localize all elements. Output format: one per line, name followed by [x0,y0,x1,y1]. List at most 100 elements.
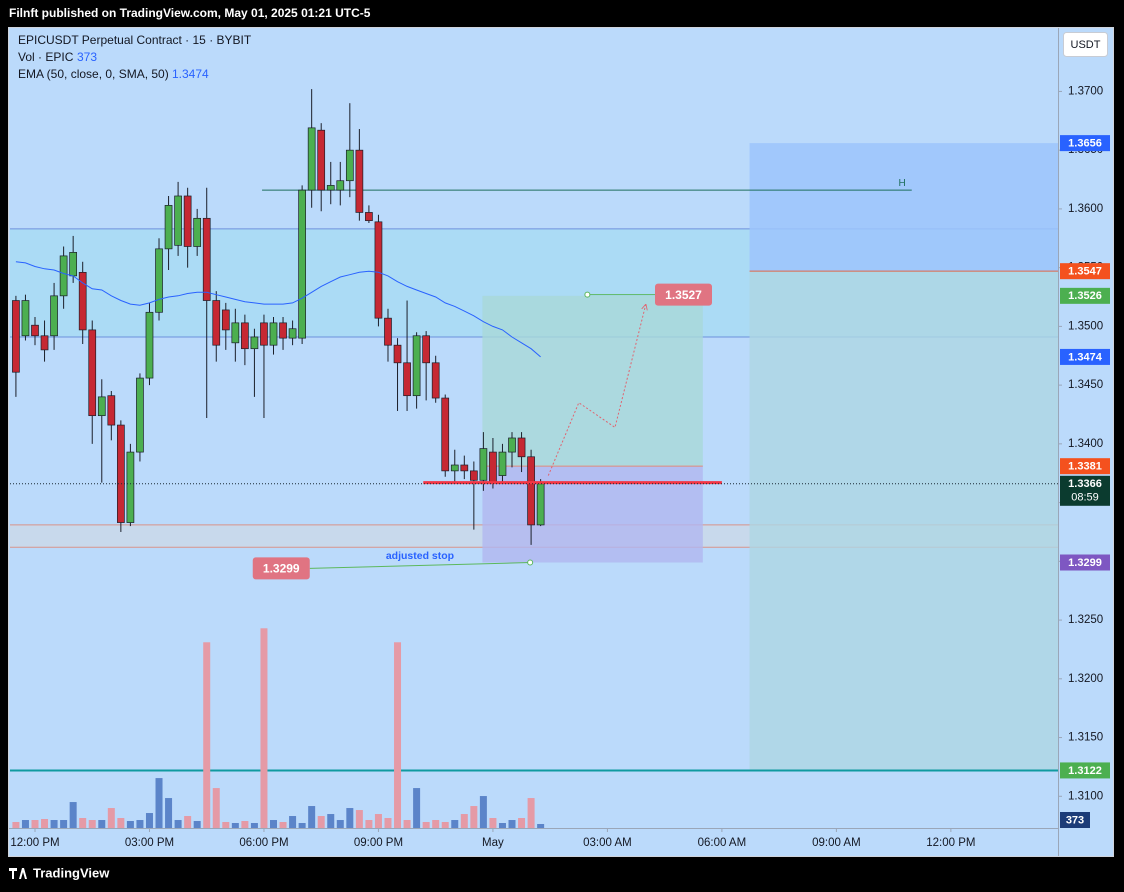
countdown: 08:59 [1071,492,1099,504]
volume-bar [12,822,20,828]
volume-bar [527,798,535,828]
candle-body [479,448,488,481]
volume-bar [441,822,449,828]
volume-bar [107,808,115,828]
price-label-text: 1.3122 [1068,765,1102,777]
candle-body [21,300,30,337]
stop-note-point [527,559,534,566]
y-tick-label: 1.3250 [1068,614,1103,626]
volume-bar [374,814,382,828]
last-price-label [1060,475,1110,506]
y-tick-label: 1.3200 [1068,673,1103,685]
candle-body [508,437,516,453]
volume-bar [518,818,526,828]
volume-bar [50,820,58,828]
volume-bar [346,808,354,828]
projection-path [547,305,645,476]
volume-bar [145,813,153,828]
x-tick-label: 09:00 AM [812,837,861,849]
annotations-layer: H 1.3527 1.3299 adjusted stop [252,178,906,580]
volume-bar [489,818,497,828]
candle-body [126,451,135,523]
volume-bar [432,820,440,828]
volume-bar [537,823,545,828]
volume-bar [241,821,249,828]
price-label-text: 1.3299 [1068,557,1102,569]
box-upper [749,143,1058,272]
ema-line [15,261,541,358]
h-line-label: H [899,178,906,189]
x-tick-label: 06:00 PM [239,837,288,849]
candle-body [59,255,68,297]
volume-bar [193,821,201,828]
volume-bar [88,820,96,828]
y-tick-label: 1.3450 [1068,379,1103,391]
candle-body [517,437,526,458]
candle-body [288,328,297,339]
volume-legend: Vol · EPIC [18,50,74,64]
candle-body [336,180,345,191]
candle-body [155,248,163,313]
price-label-text: 1.3381 [1068,461,1102,473]
series-layer [10,89,1058,828]
position-stop-area [482,466,703,563]
volume-label [1060,812,1090,828]
candle-body [355,149,364,213]
volume-bar [498,823,506,828]
candle-body [260,322,268,346]
ema-legend-value: 1.3474 [172,67,209,81]
price-label [1060,554,1110,571]
volume-bar [155,778,163,828]
price-label-text: 1.3547 [1068,266,1102,278]
y-tick-label: 1.3700 [1068,85,1103,97]
candle-body [279,322,287,339]
candle-body [469,470,478,481]
candle-body [450,464,459,472]
brand-logo [9,868,27,879]
price-label [1060,458,1110,475]
stop-note-line [309,562,531,569]
volume-bar [365,820,373,828]
candle-body [50,295,58,337]
volume-bar [317,816,325,828]
volume-bar [231,823,239,828]
candle-body [326,185,335,191]
x-tick-label: May [482,837,504,849]
candle-body [460,464,469,472]
candle-body [441,397,450,472]
candle-body [12,300,20,373]
stop-note-label: 1.3299 [263,562,300,576]
volume-bar [460,814,468,828]
candle-body [69,252,78,277]
candle-body [317,129,326,191]
volume-bar [403,820,411,828]
currency-label[interactable]: USDT [1071,39,1101,51]
volume-bar [308,806,316,828]
volume-bar [79,818,87,828]
candle-body [403,362,411,397]
candle-body [231,322,240,344]
stop-note-text: adjusted stop [386,550,454,562]
x-tick-label: 09:00 PM [354,837,403,849]
price-label [1060,135,1110,152]
candle-body [489,451,497,483]
stop-note-badge [252,557,310,580]
candle-body [212,300,221,346]
candle-body [241,322,249,350]
volume-bar [451,820,459,828]
price-label [1060,287,1110,304]
candle-body [250,336,259,350]
volume-bar [174,820,182,828]
volume-bar [212,788,220,828]
box-lower [749,271,1058,771]
currency-button[interactable] [1063,32,1108,57]
candle-body [384,317,392,346]
price-label-text: 1.3526 [1068,290,1102,302]
volume-bar [394,642,402,828]
volume-label-text: 373 [1066,814,1084,826]
target-note-badge [655,283,712,306]
candle-body [183,195,192,247]
symbol-title: EPICUSDT Perpetual Contract · 15 · BYBIT [18,33,252,47]
candle-body [164,205,173,250]
